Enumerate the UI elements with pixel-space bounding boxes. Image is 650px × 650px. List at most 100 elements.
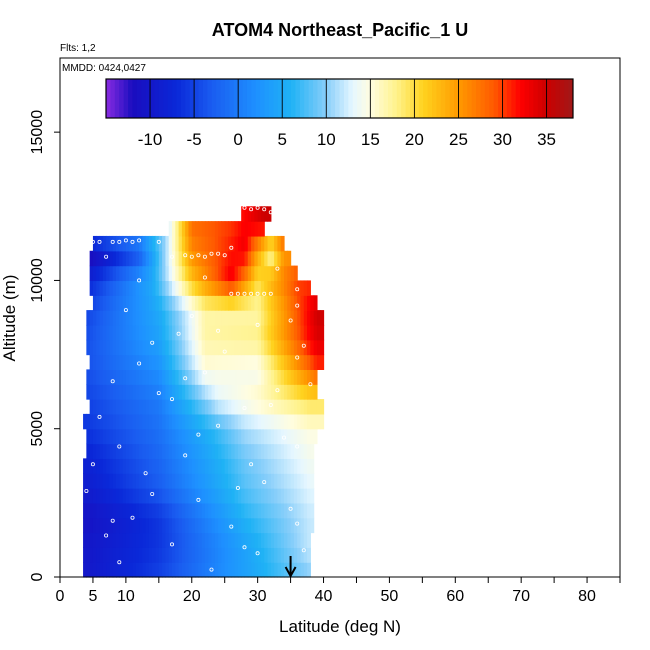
heatmap-cell [132, 354, 137, 370]
heatmap-cell [165, 517, 170, 534]
heatmap-cell [158, 324, 163, 341]
heatmap-cell [247, 339, 252, 356]
heatmap-cell [264, 488, 269, 504]
heatmap-cell [290, 488, 295, 504]
heatmap-cell [290, 280, 295, 296]
heatmap-cell [119, 399, 124, 415]
heatmap-cell [125, 502, 130, 519]
heatmap-cell [185, 413, 190, 430]
heatmap-cell [251, 295, 255, 311]
heatmap-cell [165, 547, 170, 563]
heatmap-cell [307, 413, 311, 430]
heatmap-cell [96, 517, 101, 534]
heatmap-cell [178, 369, 183, 385]
heatmap-cell [280, 235, 285, 252]
heatmap-cell [218, 310, 223, 326]
heatmap-cell [237, 517, 242, 534]
heatmap-cell [145, 235, 150, 252]
heatmap-cell [102, 265, 107, 282]
heatmap-cell [188, 473, 193, 489]
heatmap-cell [109, 413, 114, 430]
heatmap-cell [172, 369, 176, 385]
heatmap-cell [201, 562, 206, 578]
colorbar-cell [370, 79, 376, 118]
heatmap-cell [89, 488, 94, 504]
sample-point [216, 423, 221, 428]
heatmap-cell [139, 250, 143, 267]
heatmap-cell [185, 399, 190, 415]
heatmap-cell [260, 265, 265, 282]
heatmap-cell [234, 473, 239, 489]
heatmap-cell [109, 354, 114, 370]
heatmap-cell [83, 532, 87, 548]
heatmap-cell [92, 369, 97, 385]
heatmap-cell [112, 547, 117, 563]
heatmap-cell [254, 221, 259, 237]
heatmap-cell [188, 235, 193, 252]
heatmap-cell [234, 369, 239, 385]
heatmap-cell [155, 517, 160, 534]
heatmap-cell [86, 488, 91, 504]
heatmap-cell [204, 280, 209, 296]
heatmap-cell [237, 502, 242, 519]
heatmap-cell [188, 547, 193, 563]
heatmap-cell [142, 265, 147, 282]
heatmap-cell [175, 532, 180, 548]
heatmap-cell [228, 443, 232, 459]
heatmap-cell [218, 517, 223, 534]
heatmap-cell [293, 428, 298, 445]
heatmap-cell [241, 265, 246, 282]
heatmap-cell [125, 488, 130, 504]
heatmap-cell [158, 354, 163, 370]
heatmap-cell [211, 339, 216, 356]
heatmap-cell [231, 221, 236, 237]
heatmap-cell [89, 473, 94, 489]
heatmap-cell [125, 547, 130, 563]
heatmap-cell [191, 502, 196, 519]
heatmap-cell [218, 369, 223, 385]
heatmap-cell [162, 354, 167, 370]
heatmap-cell [191, 562, 196, 578]
heatmap-cell [178, 324, 183, 341]
heatmap-cell [109, 339, 114, 356]
heatmap-cell [158, 399, 163, 415]
heatmap-cell [165, 428, 170, 445]
heatmap-cell [191, 250, 196, 267]
heatmap-cell [260, 532, 265, 548]
heatmap-cell [96, 443, 101, 459]
heatmap-cell [139, 428, 143, 445]
heatmap-cell [214, 384, 219, 400]
heatmap-cell [129, 354, 134, 370]
heatmap-cell [280, 265, 285, 282]
heatmap-cell [195, 532, 199, 548]
heatmap-cell [277, 339, 282, 356]
heatmap-cell [109, 473, 114, 489]
heatmap-cell [300, 547, 305, 563]
heatmap-cell [135, 517, 140, 534]
heatmap-cell [142, 458, 147, 474]
heatmap-cell [280, 473, 285, 489]
colorbar-cell [489, 79, 495, 118]
heatmap-cell [284, 310, 288, 326]
heatmap-cell [96, 547, 101, 563]
heatmap-cell [303, 473, 308, 489]
colorbar-cell [282, 79, 288, 118]
heatmap-cell [83, 502, 87, 519]
heatmap-cell [178, 562, 183, 578]
heatmap-cell [122, 280, 127, 296]
heatmap-cell [86, 458, 91, 474]
heatmap-cell [132, 458, 137, 474]
heatmap-cell [254, 562, 259, 578]
heatmap-cell [284, 339, 288, 356]
heatmap-cell [185, 428, 190, 445]
colorbar-cell [392, 79, 398, 118]
heatmap-cell [300, 339, 305, 356]
heatmap-cell [251, 517, 255, 534]
heatmap-cell [237, 265, 242, 282]
heatmap-cell [125, 369, 130, 385]
heatmap-cell [112, 265, 117, 282]
colorbar-cell [401, 79, 407, 118]
heatmap-cell [260, 250, 265, 267]
heatmap-cell [224, 428, 229, 445]
heatmap-cell [99, 399, 104, 415]
